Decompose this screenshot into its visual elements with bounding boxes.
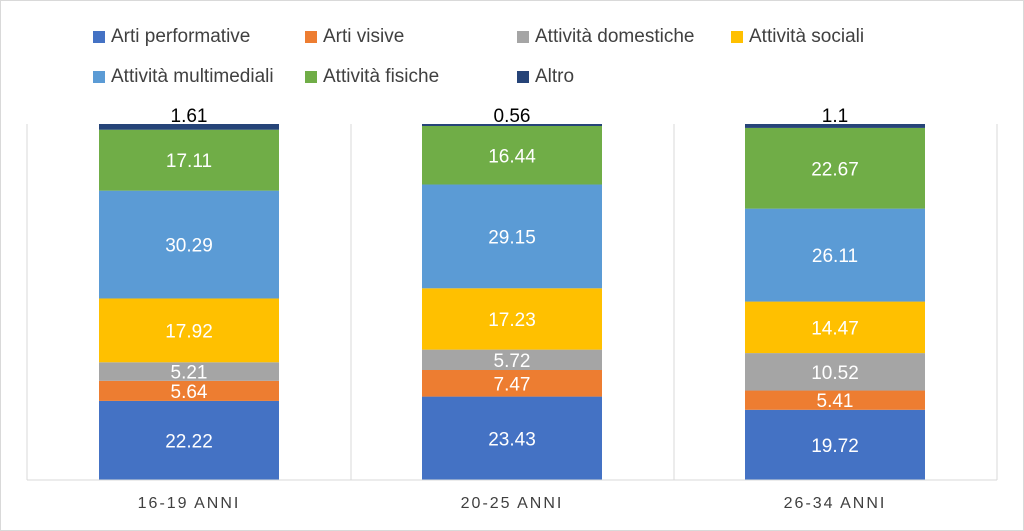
- bar-26-34-anni-attivita-domestiche: [745, 353, 925, 391]
- data-label-16-19-anni-attivita-domestiche: 5.21: [171, 363, 208, 384]
- bar-20-25-anni-attivita-sociali: [422, 288, 602, 350]
- data-label-20-25-anni-attivita-sociali: 17.23: [488, 310, 536, 331]
- bar-20-25-anni-altro: [422, 124, 602, 126]
- category-label-20-25-anni: 20-25 ANNI: [461, 495, 564, 512]
- category-label-26-34-anni: 26-34 ANNI: [784, 495, 887, 512]
- chart-legend: Arti performative Arti visive Attività dom…: [0, 0, 1024, 110]
- bar-20-25-anni-attivita-domestiche: [422, 349, 602, 370]
- data-label-26-34-anni-attivita-multimediali: 26.11: [812, 246, 858, 267]
- bar-20-25-anni-arti-performative: [422, 396, 602, 480]
- legend-label-attivita-sociali: Attività sociali: [749, 26, 865, 47]
- legend-label-attivita-domestiche: Attività domestiche: [535, 26, 695, 47]
- legend-swatch-attivita-domestiche: [517, 31, 529, 43]
- data-label-20-25-anni-arti-visive: 7.47: [494, 374, 531, 395]
- legend-swatch-attivita-multimediali: [93, 71, 105, 83]
- legend-label-attivita-multimediali: Attività multimediali: [111, 66, 274, 87]
- bar-26-34-anni-arti-visive: [745, 390, 925, 410]
- bar-26-34-anni-arti-performative: [745, 409, 925, 480]
- data-label-26-34-anni-attivita-fisiche: 22.67: [811, 159, 859, 180]
- bar-16-19-anni-attivita-domestiche: [99, 362, 279, 381]
- legend-swatch-attivita-sociali: [731, 31, 743, 43]
- bar-26-34-anni-attivita-fisiche: [745, 127, 925, 209]
- bar-26-34-anni-attivita-sociali: [745, 301, 925, 354]
- legend-item-altro: Altro: [517, 66, 574, 88]
- legend-swatch-arti-visive: [305, 31, 317, 43]
- data-label-20-25-anni-attivita-multimediali: 29.15: [488, 227, 536, 248]
- data-label-20-25-anni-altro: 0.56: [494, 106, 531, 127]
- data-label-16-19-anni-attivita-multimediali: 30.29: [165, 236, 213, 257]
- data-label-26-34-anni-attivita-sociali: 14.47: [811, 318, 859, 339]
- legend-label-arti-performative: Arti performative: [111, 26, 251, 47]
- bar-16-19-anni-attivita-fisiche: [99, 129, 279, 191]
- data-label-20-25-anni-arti-performative: 23.43: [488, 429, 536, 450]
- bar-26-34-anni-altro: [745, 124, 925, 128]
- legend-label-arti-visive: Arti visive: [323, 26, 405, 47]
- bar-16-19-anni-arti-visive: [99, 380, 279, 401]
- bar-20-25-anni-attivita-fisiche: [422, 125, 602, 185]
- legend-swatch-altro: [517, 71, 529, 83]
- data-label-20-25-anni-attivita-fisiche: 16.44: [488, 146, 536, 167]
- data-label-26-34-anni-arti-performative: 19.72: [811, 436, 859, 457]
- bar-20-25-anni-arti-visive: [422, 369, 602, 397]
- bar-16-19-anni-attivita-multimediali: [99, 190, 279, 299]
- bar-20-25-anni-attivita-multimediali: [422, 184, 602, 289]
- bar-26-34-anni-attivita-multimediali: [745, 208, 925, 302]
- bar-16-19-anni-attivita-sociali: [99, 298, 279, 363]
- data-label-16-19-anni-attivita-fisiche: 17.11: [166, 151, 212, 172]
- legend-item-attivita-fisiche: Attività fisiche: [305, 66, 439, 88]
- legend-label-attivita-fisiche: Attività fisiche: [323, 66, 440, 87]
- data-label-16-19-anni-altro: 1.61: [171, 106, 208, 127]
- bar-16-19-anni-altro: [99, 124, 279, 130]
- legend-item-arti-performative: Arti performative: [93, 26, 250, 48]
- legend-swatch-arti-performative: [93, 31, 105, 43]
- data-label-20-25-anni-attivita-domestiche: 5.72: [494, 351, 531, 372]
- bar-16-19-anni-arti-performative: [99, 400, 279, 480]
- legend-swatch-attivita-fisiche: [305, 71, 317, 83]
- legend-item-arti-visive: Arti visive: [305, 26, 404, 48]
- legend-item-attivita-domestiche: Attività domestiche: [517, 26, 694, 48]
- data-label-16-19-anni-arti-performative: 22.22: [165, 431, 213, 452]
- data-label-16-19-anni-attivita-sociali: 17.92: [165, 321, 213, 342]
- legend-label-altro: Altro: [535, 66, 575, 87]
- data-label-26-34-anni-arti-visive: 5.41: [817, 391, 854, 412]
- legend-item-attivita-multimediali: Attività multimediali: [93, 66, 274, 88]
- data-label-16-19-anni-arti-visive: 5.64: [171, 382, 208, 403]
- category-label-16-19-anni: 16-19 ANNI: [138, 495, 241, 512]
- data-label-26-34-anni-altro: 1.1: [822, 106, 848, 127]
- legend-item-attivita-sociali: Attività sociali: [731, 26, 864, 48]
- data-label-26-34-anni-attivita-domestiche: 10.52: [811, 363, 859, 384]
